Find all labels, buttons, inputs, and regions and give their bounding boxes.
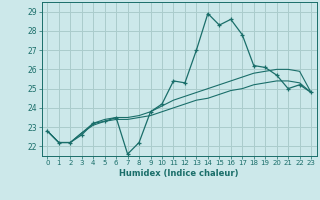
- X-axis label: Humidex (Indice chaleur): Humidex (Indice chaleur): [119, 169, 239, 178]
